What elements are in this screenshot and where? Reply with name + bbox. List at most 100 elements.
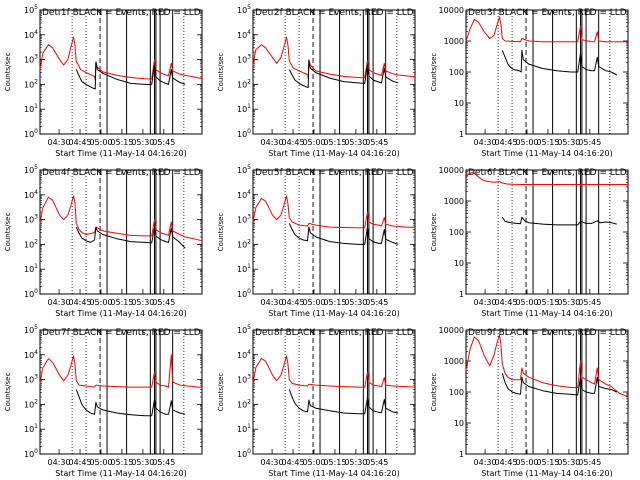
plot-frame bbox=[39, 9, 203, 135]
y-tick-base: 10 bbox=[237, 130, 247, 139]
panel-title: Det 9f BLACK = Events, RED = LLD bbox=[468, 328, 627, 338]
y-axis-label: Counts/sec bbox=[4, 53, 12, 92]
y-tick-base: 10 bbox=[237, 80, 247, 89]
y-tick-base: 10 bbox=[24, 130, 34, 139]
y-tick-exponent: 3 bbox=[247, 54, 251, 61]
x-tick-label: 04:45 bbox=[282, 138, 305, 147]
series-lld-line bbox=[39, 36, 203, 81]
panel-title: Det 5f BLACK = Events, RED = LLD bbox=[255, 168, 414, 178]
x-tick-label: 05:30 bbox=[557, 298, 580, 307]
y-tick-label: 10000 bbox=[439, 326, 464, 335]
y-tick-base: 10 bbox=[24, 56, 34, 65]
y-tick-exponent: 1 bbox=[34, 103, 38, 110]
y-axis-label: Counts/sec bbox=[430, 373, 438, 412]
x-tick-label: 04:45 bbox=[495, 138, 518, 147]
plot-frame bbox=[39, 169, 203, 295]
x-axis-label: Start Time (11-May-14 04:16:20) bbox=[481, 469, 612, 478]
y-tick-exponent: 1 bbox=[34, 263, 38, 270]
series-events-line bbox=[75, 226, 186, 249]
x-tick-label: 05:15 bbox=[110, 458, 133, 467]
y-tick-base: 10 bbox=[237, 265, 247, 274]
y-tick-base: 10 bbox=[24, 376, 34, 385]
y-tick-label: 103 bbox=[24, 214, 38, 225]
y-tick-exponent: 0 bbox=[247, 448, 251, 455]
y-tick-exponent: 3 bbox=[247, 214, 251, 221]
y-tick-exponent: 0 bbox=[247, 128, 251, 135]
y-tick-label: 102 bbox=[24, 398, 38, 409]
y-tick-label: 100 bbox=[449, 228, 464, 237]
y-tick-exponent: 5 bbox=[247, 164, 251, 171]
x-tick-label: 05:45 bbox=[152, 138, 175, 147]
y-tick-base: 10 bbox=[24, 105, 34, 114]
x-tick-label: 05:45 bbox=[578, 458, 601, 467]
y-tick-label: 104 bbox=[24, 29, 38, 40]
y-tick-base: 10 bbox=[237, 290, 247, 299]
x-tick-label: 05:15 bbox=[323, 298, 346, 307]
y-tick-base: 10 bbox=[237, 6, 247, 15]
y-tick-base: 10 bbox=[24, 290, 34, 299]
x-tick-label: 05:30 bbox=[131, 138, 154, 147]
panel-6: Det 6f BLACK = Events, RED = LLD 1 10 100 10… bbox=[430, 166, 629, 318]
y-tick-label: 101 bbox=[24, 103, 38, 114]
x-tick-label: 05:00 bbox=[302, 458, 325, 467]
y-tick-exponent: 2 bbox=[34, 398, 38, 405]
plot-frame bbox=[252, 169, 416, 295]
y-tick-base: 10 bbox=[24, 240, 34, 249]
y-tick-base: 10 bbox=[237, 105, 247, 114]
y-tick-label: 104 bbox=[237, 189, 251, 200]
x-tick-label: 05:00 bbox=[515, 138, 538, 147]
x-tick-label: 04:45 bbox=[282, 458, 305, 467]
y-tick-label: 104 bbox=[237, 349, 251, 360]
y-tick-label: 100 bbox=[24, 448, 38, 459]
x-tick-label: 04:30 bbox=[261, 458, 284, 467]
x-tick-label: 05:15 bbox=[110, 138, 133, 147]
series-events-line bbox=[75, 389, 186, 417]
y-tick-exponent: 0 bbox=[247, 288, 251, 295]
y-tick-base: 10 bbox=[237, 240, 247, 249]
y-axis-label: Counts/sec bbox=[217, 373, 225, 412]
series-events-line bbox=[288, 60, 399, 88]
panel-title: Det 6f BLACK = Events, RED = LLD bbox=[468, 168, 627, 178]
y-tick-label: 105 bbox=[237, 164, 251, 175]
y-tick-exponent: 5 bbox=[34, 4, 38, 11]
x-tick-label: 05:45 bbox=[365, 138, 388, 147]
panel-1: Det 1f BLACK = Events, RED = LLD10010110… bbox=[4, 4, 203, 158]
x-tick-label: 04:30 bbox=[48, 298, 71, 307]
y-tick-exponent: 0 bbox=[34, 128, 38, 135]
x-tick-label: 05:45 bbox=[578, 138, 601, 147]
y-tick-label: 103 bbox=[237, 374, 251, 385]
series-lld-line bbox=[252, 36, 416, 79]
y-tick-label: 101 bbox=[237, 423, 251, 434]
y-tick-base: 10 bbox=[237, 425, 247, 434]
x-tick-label: 05:00 bbox=[302, 138, 325, 147]
x-tick-label: 05:30 bbox=[557, 138, 580, 147]
y-tick-exponent: 5 bbox=[247, 4, 251, 11]
x-axis-label: Start Time (11-May-14 04:16:20) bbox=[55, 309, 186, 318]
x-tick-label: 05:45 bbox=[365, 458, 388, 467]
y-tick-label: 1 bbox=[459, 130, 464, 139]
series-events-line bbox=[288, 389, 399, 415]
series-events-line bbox=[501, 216, 617, 226]
y-tick-label: 101 bbox=[237, 263, 251, 274]
x-tick-label: 05:00 bbox=[89, 458, 112, 467]
y-tick-label: 101 bbox=[24, 423, 38, 434]
y-tick-base: 10 bbox=[237, 56, 247, 65]
y-tick-exponent: 4 bbox=[247, 189, 251, 196]
series-lld-line bbox=[252, 195, 416, 229]
plot-frame bbox=[465, 169, 629, 295]
panel-7: Det 7f BLACK = Events, RED = LLD10010110… bbox=[4, 324, 203, 478]
series-events-line bbox=[501, 49, 618, 76]
x-tick-label: 05:00 bbox=[515, 458, 538, 467]
x-tick-label: 05:45 bbox=[152, 458, 175, 467]
x-tick-label: 04:30 bbox=[261, 138, 284, 147]
panel-3: Det 3f BLACK = Events, RED = LLD 1 10 100 10… bbox=[430, 6, 629, 158]
x-tick-label: 05:45 bbox=[365, 298, 388, 307]
series-lld-line bbox=[465, 16, 628, 43]
y-tick-base: 10 bbox=[24, 191, 34, 200]
panel-2: Det 2f BLACK = Events, RED = LLD10010110… bbox=[217, 4, 416, 158]
x-tick-label: 04:45 bbox=[69, 138, 92, 147]
x-tick-label: 05:30 bbox=[344, 458, 367, 467]
y-tick-base: 10 bbox=[237, 400, 247, 409]
x-tick-label: 05:15 bbox=[323, 458, 346, 467]
